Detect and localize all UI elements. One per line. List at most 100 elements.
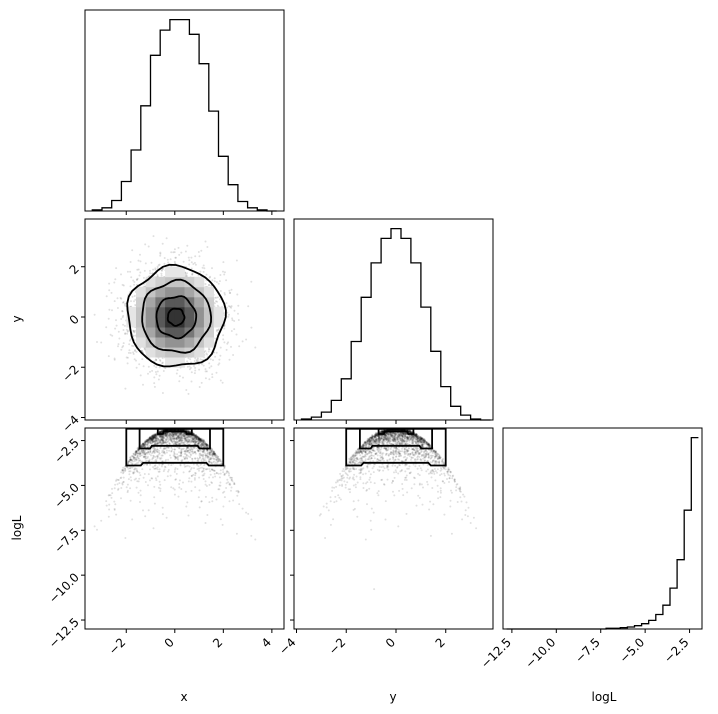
scatter-point — [175, 432, 177, 435]
scatter-point — [121, 283, 124, 286]
scatter-point — [155, 443, 158, 446]
scatter-point — [154, 437, 157, 440]
scatter-point — [185, 439, 188, 442]
scatter-point — [128, 343, 131, 346]
scatter-point — [185, 436, 188, 439]
scatter-point — [134, 349, 137, 351]
scatter-point — [191, 437, 194, 440]
scatter-point — [147, 438, 150, 441]
scatter-point — [156, 267, 159, 270]
scatter-point — [211, 447, 214, 450]
scatter-point — [179, 438, 182, 441]
scatter-point — [197, 450, 200, 453]
scatter-point — [154, 267, 157, 270]
scatter-point — [142, 365, 145, 368]
scatter-point — [178, 433, 181, 436]
scatter-point — [206, 456, 209, 459]
scatter-point — [187, 430, 190, 433]
scatter-point — [170, 434, 173, 436]
scatter-point — [214, 461, 217, 464]
scatter-point — [228, 482, 231, 485]
scatter-point — [212, 476, 214, 479]
scatter-point — [233, 481, 236, 484]
scatter-point — [148, 437, 151, 440]
scatter-point — [190, 448, 193, 451]
scatter-point — [170, 464, 173, 467]
scatter-point — [196, 440, 199, 443]
scatter-point — [206, 445, 209, 448]
scatter-point — [183, 443, 186, 446]
scatter-point — [194, 486, 197, 489]
scatter-point — [176, 440, 179, 443]
scatter-point — [182, 455, 185, 458]
scatter-point — [184, 274, 187, 277]
scatter-point — [190, 475, 193, 477]
scatter-point — [180, 432, 183, 435]
scatter-point — [146, 459, 148, 462]
scatter-point — [176, 468, 179, 470]
scatter-point — [203, 451, 206, 454]
scatter-point — [228, 313, 230, 316]
scatter-point — [213, 451, 216, 454]
scatter-point — [200, 445, 203, 448]
scatter-point — [182, 432, 185, 435]
scatter-point — [170, 439, 173, 442]
scatter-point — [172, 438, 175, 441]
scatter-point — [139, 451, 142, 454]
scatter-point — [155, 433, 157, 436]
scatter-point — [193, 372, 196, 375]
scatter-point — [130, 276, 133, 279]
scatter-point — [173, 488, 176, 491]
scatter-point — [199, 456, 201, 459]
scatter-point — [155, 436, 158, 439]
scatter-point — [197, 439, 200, 442]
scatter-point — [210, 284, 213, 287]
scatter-point — [186, 365, 189, 368]
scatter-point — [193, 435, 196, 438]
scatter-point — [202, 467, 205, 470]
scatter-point — [138, 455, 141, 458]
scatter-point — [201, 454, 204, 457]
scatter-point — [173, 432, 176, 434]
scatter-point — [179, 436, 182, 438]
scatter-point — [132, 351, 135, 354]
scatter-point — [159, 251, 162, 254]
scatter-point — [114, 278, 117, 281]
scatter-point — [164, 432, 167, 435]
scatter-point — [152, 434, 155, 437]
scatter-point — [108, 289, 111, 292]
scatter-point — [211, 454, 214, 457]
scatter-point — [133, 358, 136, 361]
scatter-point — [169, 432, 172, 434]
scatter-point — [208, 452, 211, 454]
scatter-point — [202, 449, 205, 452]
scatter-point — [105, 504, 108, 507]
scatter-point — [202, 270, 205, 273]
scatter-point — [180, 435, 183, 438]
scatter-point — [206, 468, 209, 470]
scatter-point — [144, 440, 147, 443]
scatter-point — [198, 438, 201, 441]
scatter-point — [225, 470, 228, 473]
scatter-point — [158, 359, 161, 361]
scatter-point — [212, 451, 215, 454]
scatter-point — [150, 435, 153, 438]
scatter-point — [128, 349, 131, 352]
scatter-point — [181, 435, 184, 438]
scatter-point — [172, 487, 175, 490]
scatter-point — [216, 300, 219, 303]
scatter-point — [160, 430, 163, 433]
scatter-point — [141, 451, 144, 454]
scatter-point — [187, 449, 190, 452]
scatter-point — [203, 442, 206, 445]
scatter-point — [196, 440, 199, 443]
scatter-point — [163, 432, 166, 435]
scatter-point — [161, 436, 164, 439]
scatter-point — [210, 454, 213, 457]
scatter-point — [172, 454, 175, 457]
scatter-point — [149, 370, 151, 373]
scatter-point — [160, 429, 163, 432]
scatter-point — [127, 467, 130, 470]
scatter-point — [241, 507, 244, 510]
scatter-point — [224, 464, 226, 467]
